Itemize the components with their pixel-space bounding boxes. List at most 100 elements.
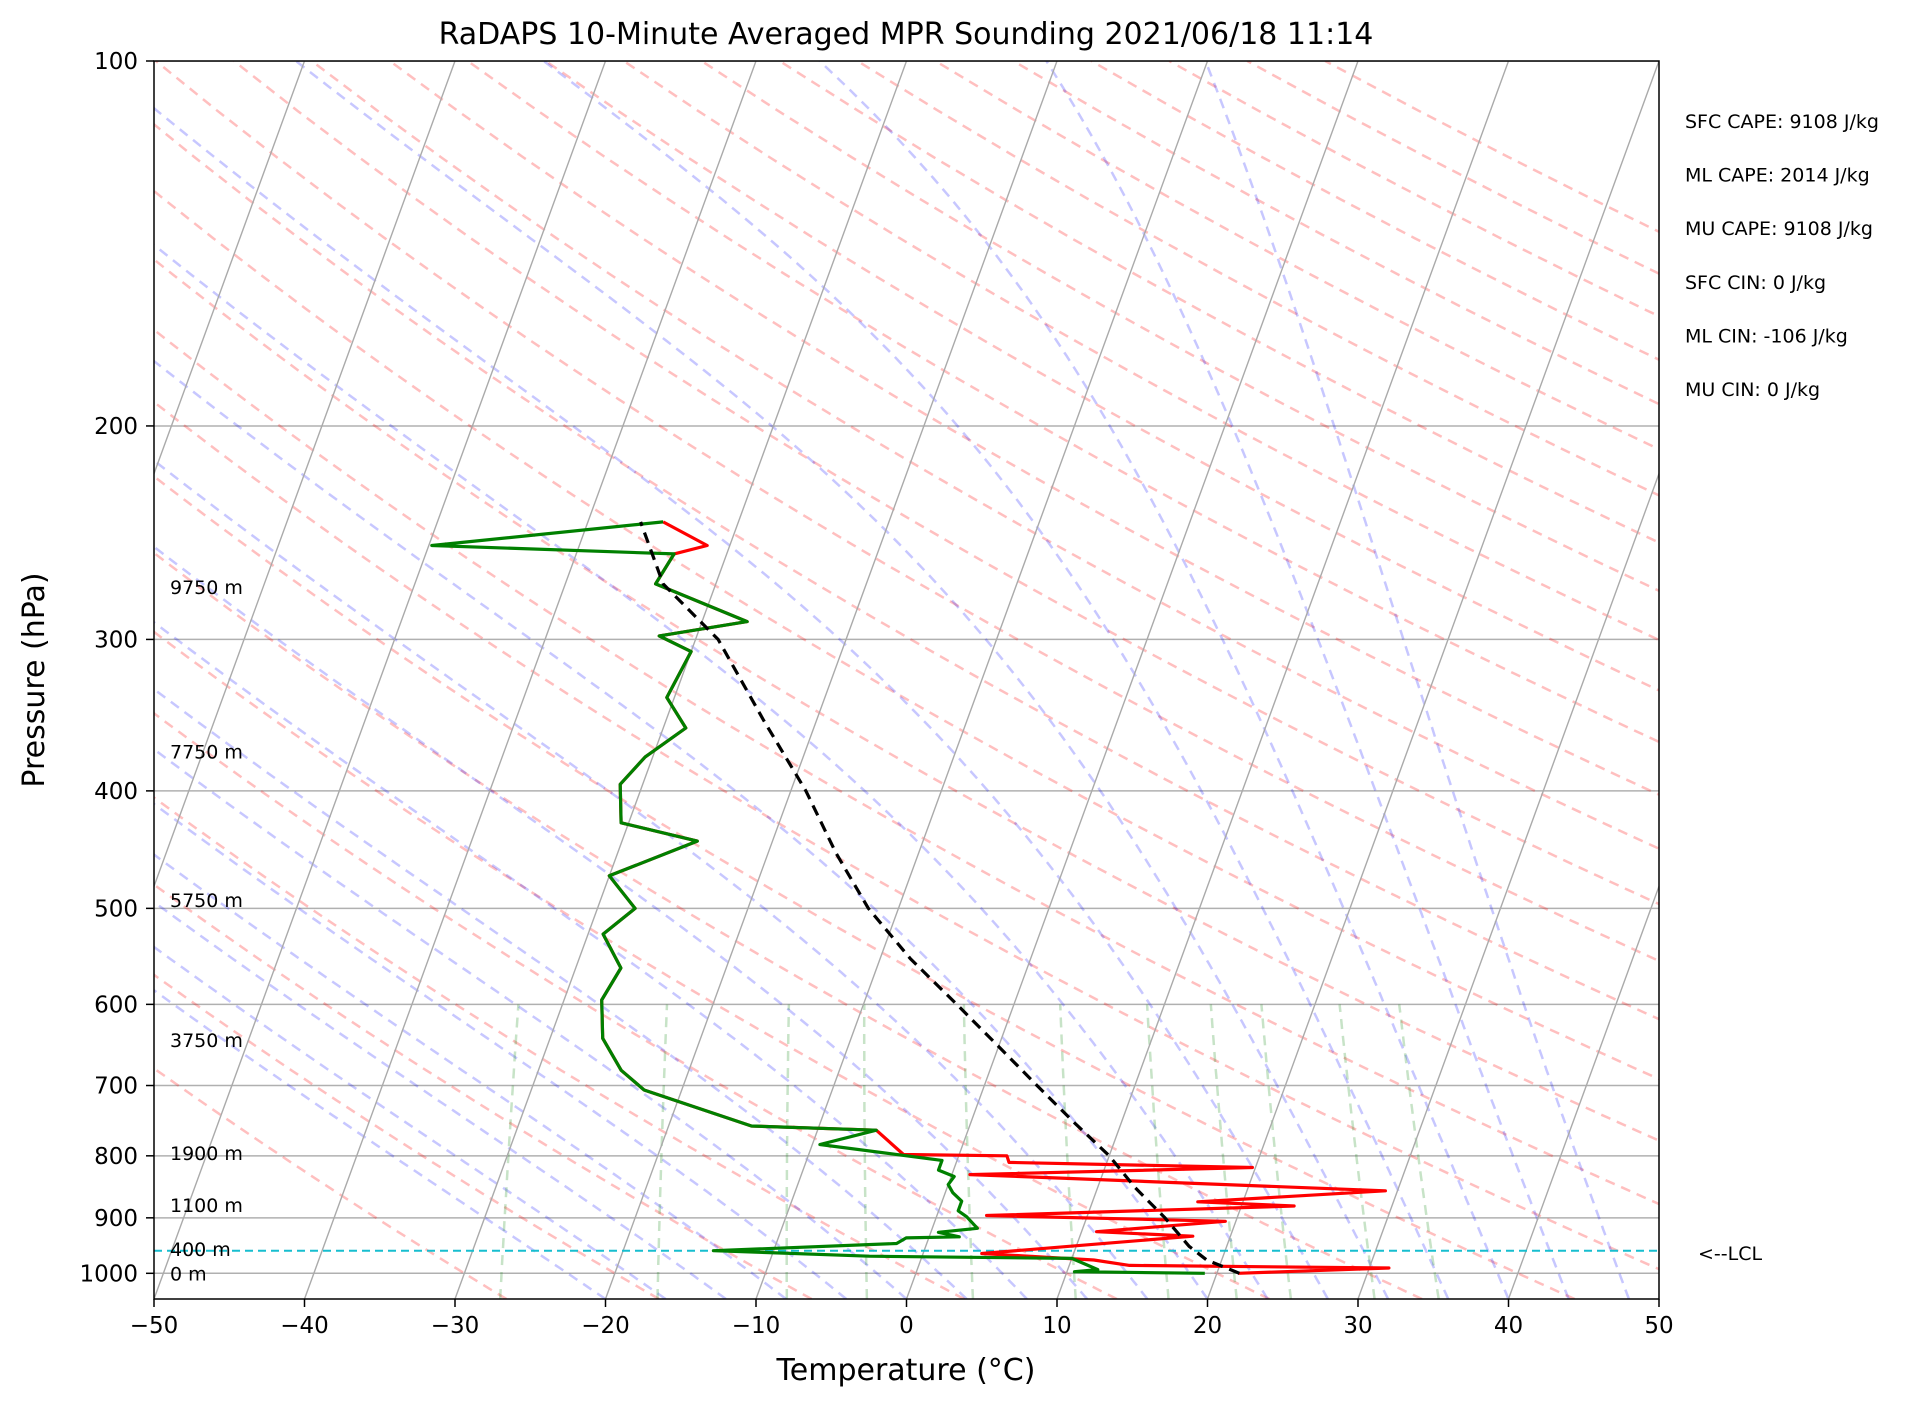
height-label: 5750 m (170, 890, 243, 912)
mixing-ratio-line (1260, 1004, 1293, 1299)
y-tick-label: 200 (94, 414, 138, 440)
stat-line: ML CIN: -106 J/kg (1685, 325, 1848, 347)
y-tick-label: 400 (94, 779, 138, 805)
mixing-ratio-line (862, 1004, 869, 1299)
dry-adiabat (154, 711, 1118, 1299)
chart-title: RaDAPS 10-Minute Averaged MPR Sounding 2… (439, 17, 1374, 52)
y-tick-label: 600 (94, 992, 138, 1018)
mixing-ratio-line (1145, 1004, 1170, 1299)
stat-line: MU CAPE: 9108 J/kg (1685, 218, 1873, 240)
moist-adiabat (154, 620, 1028, 1299)
y-tick-label: 300 (94, 627, 138, 653)
x-tick-label: 20 (1193, 1313, 1222, 1339)
moist-adiabat (154, 945, 667, 1299)
parcel-profile (639, 521, 1241, 1275)
mixing-ratio-line (1338, 1004, 1376, 1299)
stat-line: SFC CAPE: 9108 J/kg (1685, 111, 1879, 133)
moist-adiabat (154, 802, 848, 1299)
moist-adiabat (1204, 61, 1631, 1299)
mixing-ratio-line (962, 1004, 975, 1299)
y-tick-label: 800 (94, 1144, 138, 1170)
height-label: 9750 m (170, 577, 243, 599)
stat-line: SFC CIN: 0 J/kg (1685, 272, 1826, 294)
moist-adiabat (154, 747, 908, 1299)
mixing-ratio-line (785, 1004, 791, 1299)
x-tick-label: 40 (1494, 1313, 1523, 1339)
dry-adiabat (154, 1066, 508, 1299)
isotherm (604, 61, 1058, 1299)
moist-adiabat (154, 687, 968, 1299)
dry-adiabat (700, 61, 1659, 593)
height-label: 1100 m (170, 1195, 243, 1217)
height-label: 400 m (170, 1239, 231, 1261)
dry-adiabat (154, 795, 965, 1299)
height-label: 7750 m (170, 742, 243, 764)
stat-line: ML CAPE: 2014 J/kg (1685, 165, 1870, 187)
isotherm (755, 61, 1209, 1299)
pressure-gridlines (154, 61, 1659, 1275)
moist-adiabat (542, 61, 1450, 1299)
stats-panel: SFC CAPE: 9108 J/kg ML CAPE: 2014 J/kg MU … (1685, 111, 1879, 401)
x-tick-label: 0 (899, 1313, 914, 1339)
dry-adiabat (154, 189, 1659, 1081)
isotherm (154, 61, 306, 476)
moist-adiabat (295, 61, 1390, 1299)
height-label: 0 m (170, 1263, 207, 1285)
x-axis-ticks: −50 −40 −30 −20 −10 0 10 20 30 40 50 (130, 1299, 1674, 1339)
moist-adiabat (818, 61, 1510, 1299)
y-tick-label: 900 (94, 1206, 138, 1232)
moist-adiabat (154, 988, 607, 1299)
height-label: 1900 m (170, 1143, 243, 1165)
x-tick-label: −10 (732, 1313, 781, 1339)
isotherm (154, 61, 456, 889)
dry-adiabat (154, 328, 1659, 1206)
dry-adiabat (154, 122, 1659, 1021)
mixing-ratio-line (1397, 1004, 1440, 1299)
moist-adiabat (1045, 61, 1570, 1299)
y-tick-label: 1000 (79, 1261, 138, 1287)
y-tick-label: 700 (94, 1074, 138, 1100)
isotherm (1507, 884, 1659, 1299)
isotherm (454, 61, 908, 1299)
dry-adiabat (466, 61, 1659, 744)
dry-adiabat (154, 400, 1659, 1271)
isotherm (154, 61, 607, 1299)
isotherm (905, 61, 1359, 1299)
dry-adiabat (154, 883, 813, 1299)
dry-adiabat (155, 61, 1659, 963)
dry-adiabat (154, 257, 1659, 1142)
mixing-ratio-lines (498, 1004, 1440, 1299)
height-labels: 9750 m 7750 m 5750 m 3750 m 1900 m 1100 m 400 … (170, 577, 243, 1286)
mixing-ratio-line (656, 1004, 669, 1299)
y-axis-ticks: 100 200 300 400 500 600 700 800 900 1000 (79, 49, 154, 1287)
isotherm (1357, 471, 1659, 1299)
x-tick-label: −20 (581, 1313, 630, 1339)
y-tick-label: 100 (94, 49, 138, 75)
moist-adiabat (154, 853, 787, 1299)
y-axis-label: Pressure (hPa) (17, 572, 52, 787)
x-axis-label: Temperature (°C) (776, 1353, 1036, 1388)
mixing-ratio-line (498, 1004, 520, 1299)
isotherm (1206, 61, 1659, 1299)
height-label: 3750 m (170, 1030, 243, 1052)
moist-adiabat (154, 359, 1209, 1299)
y-tick-label: 500 (94, 896, 138, 922)
isotherm (303, 61, 757, 1299)
x-tick-label: 30 (1343, 1313, 1372, 1339)
x-tick-label: −30 (431, 1313, 480, 1339)
dry-adiabat (233, 61, 1659, 906)
moist-adiabat (154, 545, 1089, 1299)
mixing-ratio-line (1209, 1004, 1238, 1299)
x-tick-label: −40 (280, 1313, 329, 1339)
isotherm (1056, 61, 1510, 1299)
x-tick-label: 10 (1042, 1313, 1071, 1339)
x-tick-label: −50 (130, 1313, 179, 1339)
isotherms (154, 61, 1659, 1299)
lcl-label: <--LCL (1698, 1243, 1762, 1265)
dewpoint-trace (430, 520, 1205, 1275)
x-tick-label: 50 (1644, 1313, 1673, 1339)
stat-line: MU CIN: 0 J/kg (1685, 379, 1820, 401)
dry-adiabat (389, 61, 1659, 797)
sounding-series (430, 520, 1391, 1275)
